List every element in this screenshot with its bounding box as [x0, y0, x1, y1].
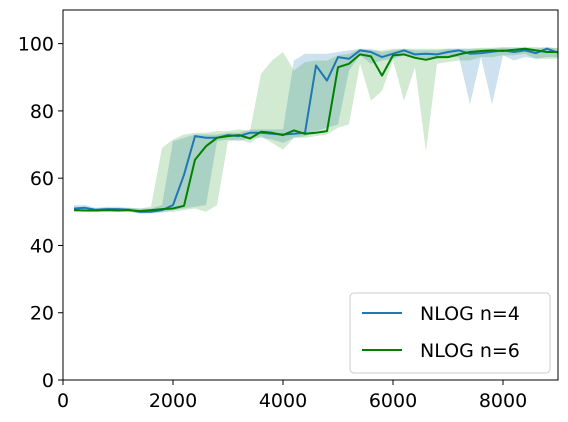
plot-frame — [62, 9, 559, 381]
y-tick-label: 100 — [18, 34, 54, 56]
legend-label-2: NLOG n=6 — [420, 340, 520, 362]
y-tick-label: 80 — [30, 101, 54, 123]
band-series-1 — [74, 47, 558, 214]
band-series-2 — [74, 47, 558, 214]
y-tick-label: 0 — [42, 370, 54, 392]
x-tick-label: 8000 — [479, 390, 527, 412]
y-tick-label: 60 — [30, 168, 54, 190]
x-tick-label: 6000 — [369, 390, 417, 412]
legend-label-1: NLOG n=4 — [420, 303, 520, 325]
line-series-2 — [73, 47, 558, 213]
y-tick-label: 20 — [30, 303, 54, 325]
y-tick-label: 40 — [30, 235, 54, 257]
y-axis: 0 20 40 60 80 100 — [18, 34, 63, 392]
confidence-bands — [74, 47, 558, 214]
x-tick-label: 2000 — [149, 390, 197, 412]
x-tick-label: 4000 — [259, 390, 307, 412]
legend: NLOG n=4 NLOG n=6 — [349, 292, 551, 374]
x-axis: 0 2000 4000 6000 8000 — [57, 380, 527, 412]
line-series-1 — [73, 47, 559, 213]
series-lines — [73, 47, 559, 213]
x-tick-label: 0 — [57, 390, 69, 412]
